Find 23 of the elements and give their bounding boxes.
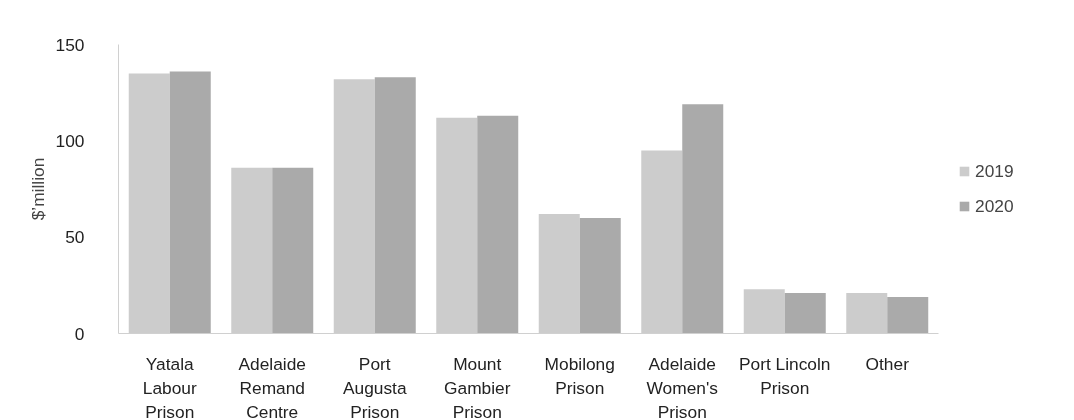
y-axis-title: $’million: [27, 157, 48, 221]
bar: [784, 293, 826, 334]
x-tick-label: Port Lincoln Prison: [739, 353, 831, 398]
bar: [272, 167, 314, 334]
x-tick-label: Other: [865, 353, 910, 374]
y-tick-label: 150: [55, 34, 85, 55]
x-tick-label: Mobilong Prison: [544, 353, 615, 398]
bar: [579, 217, 621, 334]
legend-label: 2019: [975, 160, 1014, 182]
legend-label: 2020: [975, 195, 1014, 217]
bar: [374, 77, 416, 334]
y-tick-label: 0: [74, 323, 85, 344]
bar: [682, 104, 724, 334]
x-tick-label: Mount Gambier Prison: [444, 353, 511, 420]
x-tick-label: Adelaide Remand Centre: [238, 353, 306, 420]
bar: [887, 296, 929, 334]
x-tick-label: Port Augusta Prison: [342, 353, 407, 420]
bar: [169, 71, 211, 334]
x-tick-label: Yatala Labour Prison: [142, 353, 197, 420]
y-tick-label: 100: [55, 130, 85, 151]
y-tick-label: 50: [65, 227, 85, 248]
x-tick-label: Adelaide Women's Prison: [646, 353, 719, 420]
bar: [477, 115, 519, 334]
